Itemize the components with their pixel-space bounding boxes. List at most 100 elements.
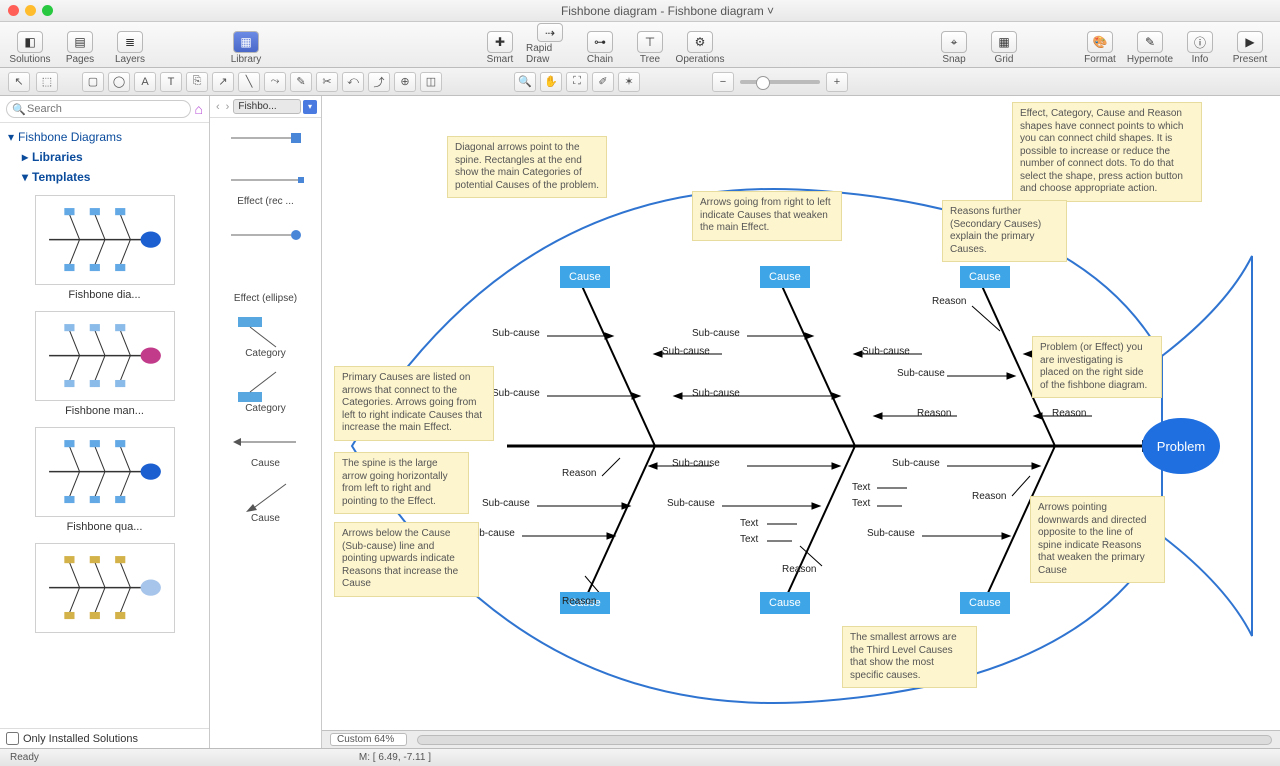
tool-view-3[interactable]: ✐ — [592, 72, 614, 92]
template-thumb-3[interactable] — [10, 543, 199, 633]
search-input[interactable] — [6, 100, 191, 118]
tool-shape-6[interactable]: ╲ — [238, 72, 260, 92]
diagram-canvas[interactable]: Problem Cause Cause Cause Cause Cause Ca… — [322, 96, 1280, 730]
note: Diagonal arrows point to the spine. Rect… — [447, 136, 607, 198]
shape-item-7[interactable]: Cause — [214, 483, 317, 524]
tool-shape-7[interactable]: ⤳ — [264, 72, 286, 92]
pointer-tool[interactable]: ↖ — [8, 72, 30, 92]
zoom-slider[interactable] — [740, 80, 820, 84]
tb-present[interactable]: ▶Present — [1226, 23, 1274, 65]
tb-tree[interactable]: ⊤Tree — [626, 23, 674, 65]
tb-snap[interactable]: ⌖Snap — [930, 23, 978, 65]
tool-shape-9[interactable]: ✂ — [316, 72, 338, 92]
subcause-label: Sub-cause — [862, 346, 910, 357]
close-icon[interactable] — [8, 5, 19, 16]
tree-templates[interactable]: ▾Templates — [8, 167, 201, 187]
tb-pages[interactable]: ▤Pages — [56, 23, 104, 65]
zoom-select[interactable]: Custom 64% — [330, 733, 407, 746]
minimize-icon[interactable] — [25, 5, 36, 16]
cause-box[interactable]: Cause — [960, 592, 1010, 614]
tb-smart-icon: ✚ — [487, 31, 513, 53]
shape-item-6[interactable]: Cause — [214, 428, 317, 469]
tb-operations[interactable]: ⚙Operations — [676, 23, 724, 65]
solutions-tree: ▾Fishbone Diagrams ▸Libraries ▾Templates — [0, 123, 209, 191]
subcause-label: Sub-cause — [667, 498, 715, 509]
tree-section-fishbone[interactable]: ▾Fishbone Diagrams — [8, 127, 201, 147]
tool-shape-12[interactable]: ⊕ — [394, 72, 416, 92]
tb-info[interactable]: ⓘInfo — [1176, 23, 1224, 65]
shape-item-4[interactable]: Category — [214, 318, 317, 359]
maximize-icon[interactable] — [42, 5, 53, 16]
nav-back-icon[interactable]: ‹ — [214, 101, 222, 113]
text-label: Text — [852, 498, 870, 509]
tb-chain[interactable]: ⊶Chain — [576, 23, 624, 65]
window-controls — [8, 5, 53, 16]
problem-node[interactable]: Problem — [1142, 418, 1220, 474]
main-toolbar: ◧Solutions▤Pages≣Layers ▦Library ✚Smart⇢… — [0, 22, 1280, 68]
search-row: 🔍 ⌂ — [0, 96, 209, 123]
note: Effect, Category, Cause and Reason shape… — [1012, 102, 1202, 202]
tool-shape-8[interactable]: ✎ — [290, 72, 312, 92]
tb-grid-icon: ▦ — [991, 31, 1017, 53]
shape-item-2[interactable] — [214, 221, 317, 249]
reason-label: Reason — [562, 468, 596, 479]
tb-operations-icon: ⚙ — [687, 31, 713, 53]
tool-view-4[interactable]: ✶ — [618, 72, 640, 92]
subcause-label: Sub-cause — [692, 328, 740, 339]
subcause-label: Sub-cause — [867, 528, 915, 539]
shape-item-0[interactable] — [214, 124, 317, 152]
shape-item-5[interactable]: Category — [214, 373, 317, 414]
cause-box[interactable]: Cause — [760, 266, 810, 288]
text-label: Text — [852, 482, 870, 493]
tree-libraries[interactable]: ▸Libraries — [8, 147, 201, 167]
tool-shape-4[interactable]: ⎘ — [186, 72, 208, 92]
tool-shape-0[interactable]: ▢ — [82, 72, 104, 92]
tool-view-0[interactable]: 🔍 — [514, 72, 536, 92]
tb-grid[interactable]: ▦Grid — [980, 23, 1028, 65]
zoom-out-button[interactable]: − — [712, 72, 734, 92]
subcause-label: Sub-cause — [482, 498, 530, 509]
cause-box[interactable]: Cause — [960, 266, 1010, 288]
only-installed-checkbox[interactable] — [6, 732, 19, 745]
template-thumbnails: Fishbone dia...Fishbone man...Fishbone q… — [0, 191, 209, 728]
tb-format[interactable]: 🎨Format — [1076, 23, 1124, 65]
tb-layers[interactable]: ≣Layers — [106, 23, 154, 65]
tb-rapid-draw[interactable]: ⇢Rapid Draw — [526, 23, 574, 65]
library-button[interactable]: ▦Library — [222, 23, 270, 65]
tb-hypernote-icon: ✎ — [1137, 31, 1163, 53]
shape-item-3[interactable]: Effect (ellipse) — [214, 263, 317, 304]
tool-shape-2[interactable]: A — [134, 72, 156, 92]
tool-shape-5[interactable]: ↗ — [212, 72, 234, 92]
cause-box[interactable]: Cause — [760, 592, 810, 614]
shape-panel-dropdown-icon[interactable]: ▾ — [303, 100, 317, 114]
marquee-tool[interactable]: ⬚ — [36, 72, 58, 92]
cause-box[interactable]: Cause — [560, 266, 610, 288]
status-coord: M: [ 6.49, -7.11 ] — [359, 752, 431, 763]
tb-format-icon: 🎨 — [1087, 31, 1113, 53]
canvas-footer: Custom 64% — [322, 730, 1280, 748]
subcause-label: Sub-cause — [897, 368, 945, 379]
nav-fwd-icon[interactable]: › — [224, 101, 232, 113]
zoom-in-button[interactable]: + — [826, 72, 848, 92]
shape-item-1[interactable]: Effect (rec ... — [214, 166, 317, 207]
shape-panel-breadcrumb[interactable]: Fishbo... — [233, 99, 301, 114]
tb-hypernote[interactable]: ✎Hypernote — [1126, 23, 1174, 65]
tool-view-1[interactable]: ✋ — [540, 72, 562, 92]
tb-solutions[interactable]: ◧Solutions — [6, 23, 54, 65]
tool-shape-3[interactable]: T — [160, 72, 182, 92]
reason-label: Reason — [932, 296, 966, 307]
tool-shape-11[interactable]: ⤴ — [368, 72, 390, 92]
tool-shape-1[interactable]: ◯ — [108, 72, 130, 92]
tool-shape-10[interactable]: ⤺ — [342, 72, 364, 92]
tool-view-2[interactable]: ⛶ — [566, 72, 588, 92]
tool-shape-13[interactable]: ◫ — [420, 72, 442, 92]
reason-label: Reason — [782, 564, 816, 575]
template-thumb-1[interactable]: Fishbone man... — [10, 311, 199, 417]
h-scrollbar[interactable] — [417, 735, 1272, 745]
template-thumb-2[interactable]: Fishbone qua... — [10, 427, 199, 533]
status-text: Ready — [10, 752, 39, 763]
template-thumb-0[interactable]: Fishbone dia... — [10, 195, 199, 301]
home-icon[interactable]: ⌂ — [195, 101, 203, 117]
search-icon: 🔍 — [12, 103, 26, 116]
tb-smart[interactable]: ✚Smart — [476, 23, 524, 65]
